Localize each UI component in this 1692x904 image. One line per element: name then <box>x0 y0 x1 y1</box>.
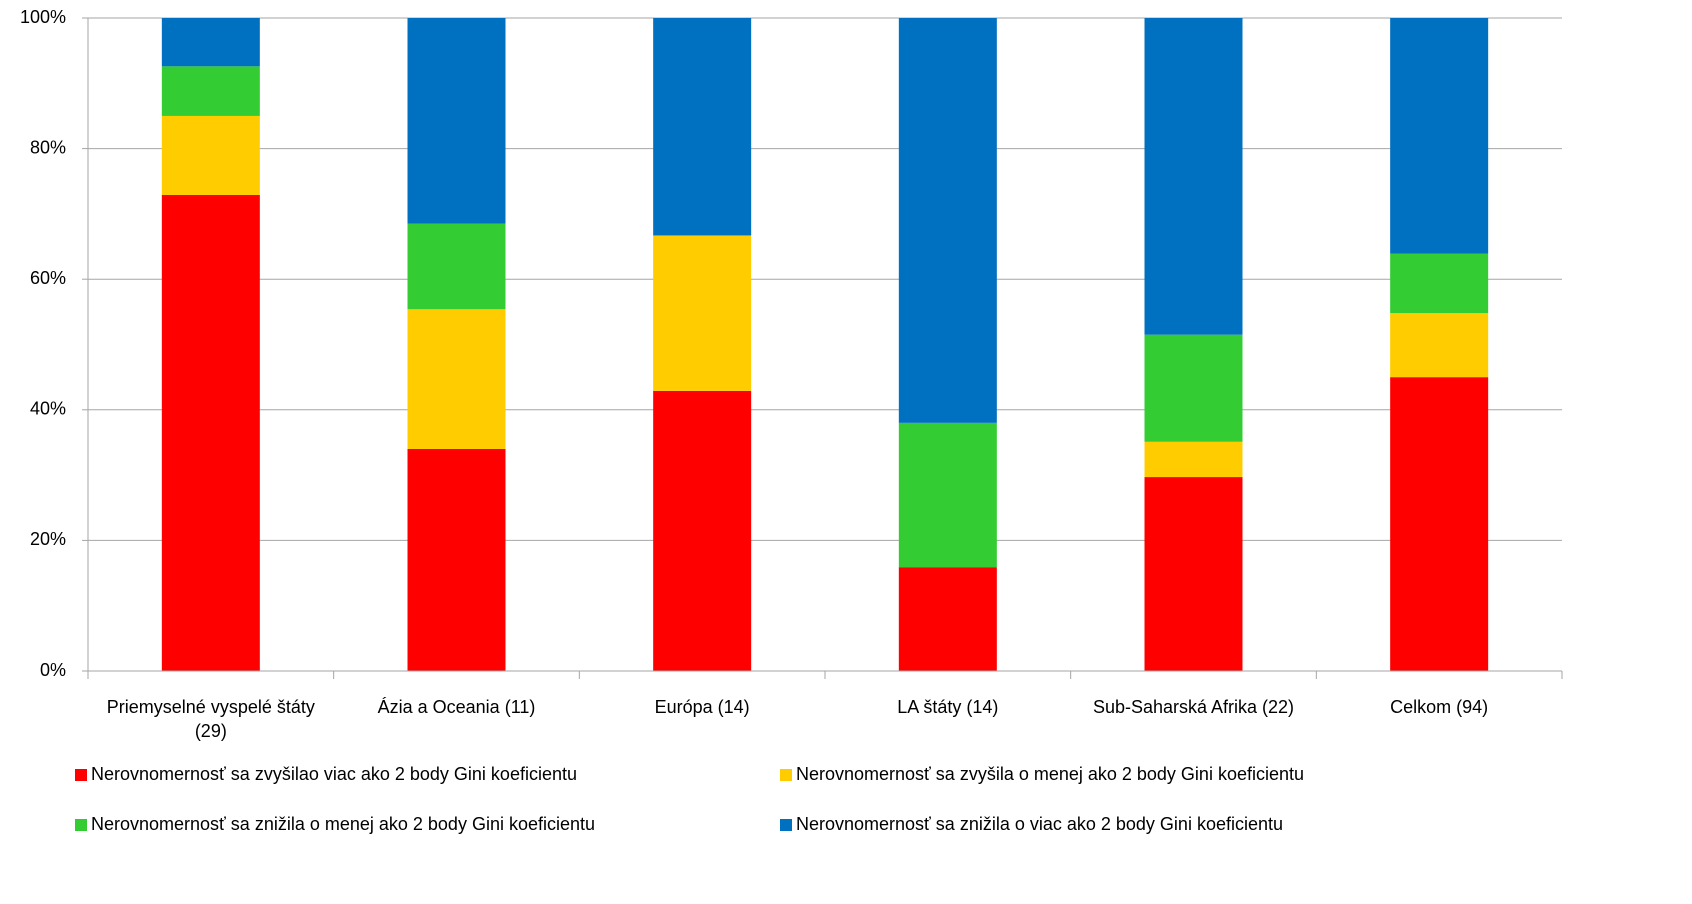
legend-swatch <box>75 769 87 781</box>
bar-segment <box>653 235 752 391</box>
y-tick-label: 0% <box>40 660 66 680</box>
x-tick-label: Celkom (94) <box>1390 697 1489 717</box>
bar-segment <box>898 18 997 423</box>
y-tick-label: 20% <box>30 529 66 549</box>
bar-segment <box>161 66 260 116</box>
bar-segment <box>1144 334 1243 442</box>
bar-segment <box>407 223 506 310</box>
bar-segment <box>161 115 260 195</box>
legend-swatch <box>780 769 792 781</box>
legend-label: Nerovnomernosť sa zvyšilao viac ako 2 bo… <box>91 764 577 784</box>
x-tick-label: Sub-Saharská Afrika (22) <box>1092 697 1295 717</box>
legend-label: Nerovnomernosť sa znižila o menej ako 2 … <box>91 814 595 834</box>
bar-segment <box>161 18 260 67</box>
bar-segment <box>1144 477 1243 671</box>
bar-segment <box>653 390 752 671</box>
y-tick-label: 100% <box>20 7 66 27</box>
bar-segment <box>898 567 997 671</box>
bar-segment <box>1390 313 1489 378</box>
x-tick-label: Ázia a Oceania (11) <box>377 697 536 717</box>
bar-segment <box>1390 18 1489 254</box>
x-tick-label: Európa (14) <box>654 697 750 717</box>
bar-segment <box>1144 18 1243 335</box>
bar-segment <box>161 194 260 671</box>
legend-swatch <box>780 819 792 831</box>
x-tick-label: Priemyselné vyspelé štáty (29) <box>106 697 315 741</box>
bar-segment <box>1390 253 1489 314</box>
bar-segment <box>407 18 506 224</box>
y-tick-label: 60% <box>30 268 66 288</box>
bar-segment <box>407 309 506 449</box>
bar-segment <box>1144 441 1243 478</box>
y-tick-label: 40% <box>30 399 66 419</box>
bar-segment <box>653 18 752 236</box>
legend-label: Nerovnomernosť sa zvyšila o menej ako 2 … <box>796 764 1304 784</box>
legend-swatch <box>75 819 87 831</box>
bar-segment <box>1390 377 1489 671</box>
bar-segment <box>407 448 506 671</box>
bar-segment <box>898 422 997 568</box>
y-tick-label: 80% <box>30 137 66 157</box>
legend-label: Nerovnomernosť sa znižila o viac ako 2 b… <box>796 814 1283 834</box>
x-tick-label: LA štáty (14) <box>897 697 999 717</box>
